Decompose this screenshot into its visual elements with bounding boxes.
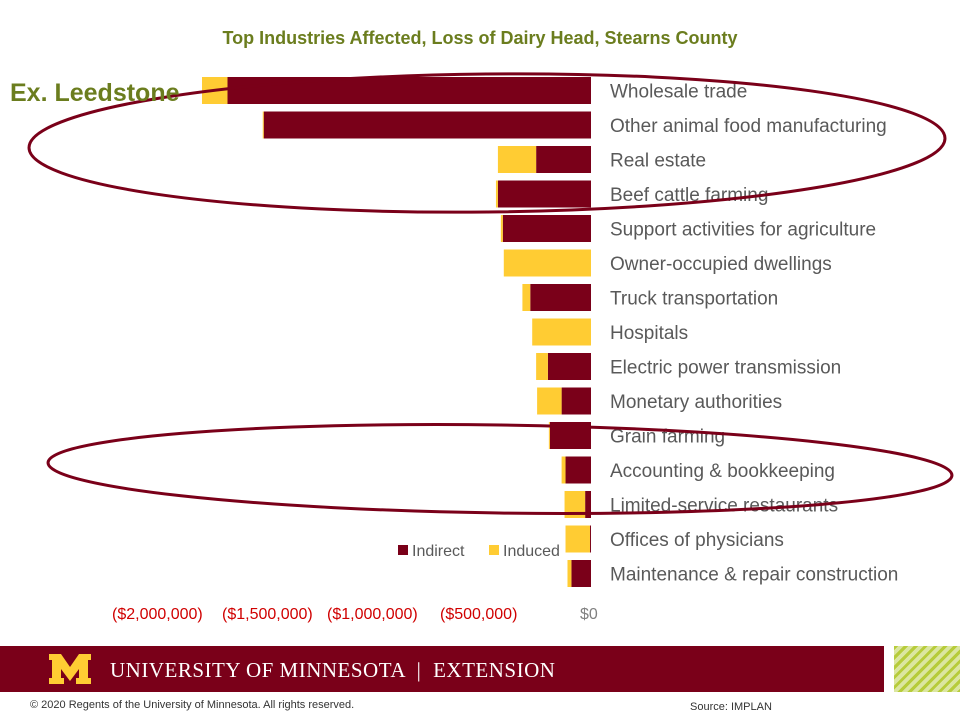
bar-induced [532, 318, 591, 346]
bar-induced [537, 387, 562, 415]
x-tick-label: ($1,000,000) [327, 606, 418, 623]
bar-indirect [227, 77, 591, 104]
legend-label-indirect: Indirect [412, 543, 465, 560]
bar-induced [565, 525, 591, 553]
category-label: Accounting & bookkeeping [610, 461, 835, 482]
bar-indirect [536, 146, 591, 173]
category-label: Owner-occupied dwellings [610, 254, 832, 275]
category-label: Maintenance & repair construction [610, 565, 898, 586]
copyright-text: © 2020 Regents of the University of Minn… [30, 699, 355, 711]
bar-indirect [590, 525, 591, 553]
bar-induced [503, 249, 591, 277]
category-label: Real estate [610, 151, 706, 172]
chart-area: Wholesale trade Other animal food manufac… [27, 72, 954, 623]
bar-induced [262, 111, 264, 139]
bar-induced [561, 456, 566, 484]
category-label: Hospitals [610, 323, 688, 344]
chart-title: Top Industries Affected, Loss of Dairy H… [222, 28, 738, 48]
category-label: Support activities for agriculture [610, 220, 876, 241]
bar-induced [500, 215, 503, 242]
source-text: Source: IMPLAN [690, 701, 772, 713]
highlight-ellipse [46, 423, 954, 515]
category-label: Monetary authorities [610, 392, 782, 413]
wordmark-separator: | [416, 658, 422, 682]
category-label: Electric power transmission [610, 358, 841, 379]
highlight-ellipse [27, 72, 947, 214]
legend-swatch-induced [489, 545, 499, 555]
bar-induced [497, 146, 537, 173]
x-tick-label: ($2,000,000) [112, 606, 203, 623]
legend-swatch-indirect [398, 545, 408, 555]
university-m-logo-icon [49, 654, 91, 684]
category-label: Truck transportation [610, 289, 778, 310]
bar-indirect [585, 491, 591, 518]
bar-indirect [502, 215, 591, 242]
bar-indirect [571, 560, 591, 587]
bar-indirect [547, 353, 591, 380]
bar-indirect [530, 284, 591, 311]
university-wordmark: UNIVERSITY OF MINNESOTA | EXTENSION [110, 658, 555, 683]
bar-indirect [565, 456, 591, 484]
university-name: UNIVERSITY OF MINNESOTA [110, 658, 405, 682]
bar-indirect [497, 180, 591, 208]
bar-induced [548, 422, 550, 449]
x-tick-label: ($1,500,000) [222, 606, 313, 623]
decorative-hatch [894, 646, 960, 692]
x-tick-label: ($500,000) [440, 606, 517, 623]
bar-induced [567, 560, 572, 587]
category-label: Offices of physicians [610, 530, 784, 551]
x-tick-label: $0 [580, 606, 598, 623]
bar-induced [564, 491, 586, 518]
bar-indirect [561, 387, 591, 415]
bar-indirect [263, 111, 591, 139]
category-label: Other animal food manufacturing [610, 116, 887, 137]
bar-induced [536, 353, 548, 380]
bar-induced [495, 180, 498, 208]
unit-name: EXTENSION [433, 658, 556, 682]
category-label: Wholesale trade [610, 82, 747, 103]
footer-band [0, 646, 884, 692]
bar-induced [522, 284, 531, 311]
annotation-label: Ex. Leedstone [10, 79, 180, 107]
legend-label-induced: Induced [503, 543, 560, 560]
